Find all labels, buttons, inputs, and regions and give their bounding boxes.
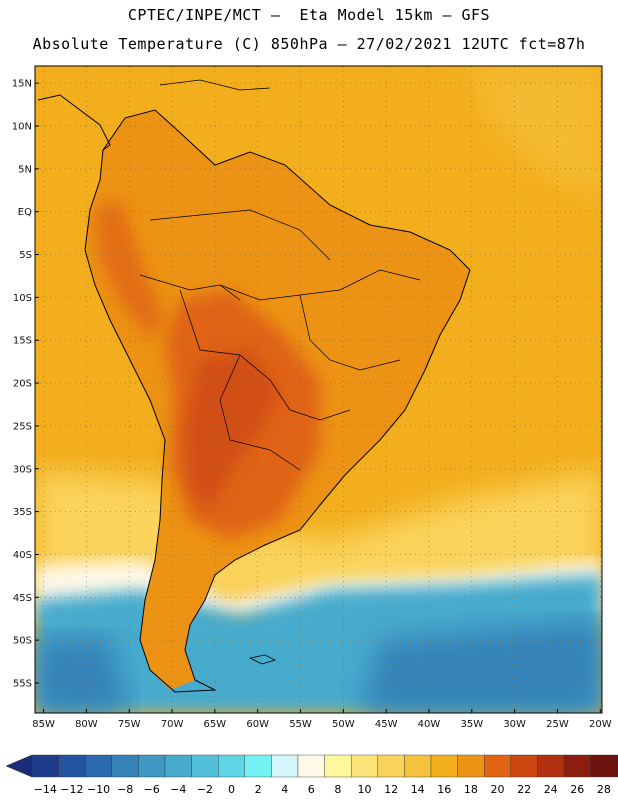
colorbar-swatch: [377, 754, 405, 778]
lon-label: 85W: [32, 719, 55, 730]
colorbar-label: −10: [87, 783, 110, 796]
lon-label: 30W: [503, 719, 526, 730]
lon-label: 40W: [418, 719, 441, 730]
colorbar-label: 4: [281, 783, 288, 796]
lon-label: 65W: [204, 719, 227, 730]
colorbar-label: 14: [411, 783, 425, 796]
colorbar-swatch: [404, 754, 432, 778]
colorbar-swatch: [58, 754, 86, 778]
colorbar-swatch: [31, 754, 59, 778]
colorbar-label: 8: [334, 783, 341, 796]
colorbar-label: 20: [491, 783, 505, 796]
lat-label: 30S: [13, 464, 32, 475]
plot-frame: [34, 65, 603, 714]
lat-label: 5N: [18, 164, 32, 175]
lat-label: 10N: [12, 121, 32, 132]
colorbar: −14 −12 −10 −8 −6 −4 −2 0 2 4 6 8 10 12 14 16 18 20 22 24 26…: [5, 754, 618, 796]
south-america-coastline: [84, 109, 471, 693]
deep-cold-east: [360, 620, 602, 713]
lon-label: 60W: [246, 719, 269, 730]
colorbar-label: 22: [517, 783, 531, 796]
colorbar-swatch: [324, 754, 352, 778]
lon-label: 45W: [375, 719, 398, 730]
colorbar-swatch: [164, 754, 192, 778]
colorbar-swatch: [111, 754, 139, 778]
colorbar-swatch: [191, 754, 219, 778]
lat-label: EQ: [18, 207, 32, 218]
colorbar-label: 28: [597, 783, 611, 796]
colorbar-label: 24: [544, 783, 558, 796]
colorbar-label: −4: [170, 783, 186, 796]
colorbar-swatch: [590, 754, 618, 778]
colorbar-swatch: [484, 754, 512, 778]
colorbar-label: 2: [255, 783, 262, 796]
colorbar-swatch: [138, 754, 166, 778]
colorbar-label: 10: [358, 783, 372, 796]
lon-label: 55W: [289, 719, 312, 730]
latitude-axis: 15N 10N 5N EQ 5S 10S 15S 20S 25S 30S 35S 40S 45S 50S 5…: [12, 79, 39, 690]
lat-label: 35S: [13, 507, 32, 518]
colorbar-label: 6: [308, 783, 315, 796]
lon-label: 35W: [461, 719, 484, 730]
colorbar-label: −6: [144, 783, 160, 796]
colorbar-swatch: [537, 754, 565, 778]
colorbar-label: −8: [117, 783, 133, 796]
lon-label: 75W: [118, 719, 141, 730]
colorbar-swatch: [297, 754, 325, 778]
colorbar-swatch: [510, 754, 538, 778]
chart-title: CPTEC/INPE/MCT – Eta Model 15km – GFS: [127, 6, 491, 24]
lat-label: 55S: [13, 679, 32, 690]
central-america-coastline: [37, 94, 111, 151]
colorbar-swatch: [351, 754, 379, 778]
lon-label: 80W: [75, 719, 98, 730]
colorbar-under-arrow: [5, 754, 33, 778]
lon-label: 20W: [589, 719, 612, 730]
colorbar-label: −12: [60, 783, 83, 796]
lon-label: 50W: [332, 719, 355, 730]
lat-label: 5S: [19, 250, 32, 261]
lat-label: 25S: [13, 421, 32, 432]
ne-atlantic-region: [470, 66, 602, 200]
colorbar-swatch: [430, 754, 458, 778]
deep-cold-west: [35, 635, 130, 713]
lon-label: 25W: [546, 719, 569, 730]
colorbar-swatch: [271, 754, 299, 778]
temperature-field: [35, 66, 602, 713]
colorbar-swatch: [563, 754, 591, 778]
lat-label: 45S: [13, 593, 32, 604]
colorbar-swatch: [457, 754, 485, 778]
lat-label: 40S: [13, 550, 32, 561]
colorbar-label: 26: [570, 783, 584, 796]
colorbar-label: 16: [437, 783, 451, 796]
country-borders: [139, 209, 421, 471]
colorbar-label: 12: [384, 783, 398, 796]
lat-label: 15N: [12, 79, 32, 90]
falkland-islands: [248, 654, 277, 665]
colorbar-swatch: [84, 754, 112, 778]
longitude-axis: 85W 80W 75W 70W 65W 60W 55W 50W 45W 40W 35W 30W 25W 2…: [32, 709, 612, 730]
colorbar-swatch: [217, 754, 245, 778]
colorbar-label: 0: [228, 783, 235, 796]
caribbean-islands: [159, 79, 271, 91]
colorbar-swatch: [244, 754, 272, 778]
chart-subtitle: Absolute Temperature (C) 850hPa – 27/02/…: [32, 35, 586, 53]
colorbar-label: 18: [464, 783, 478, 796]
colorbar-label: −2: [197, 783, 213, 796]
colorbar-label: −14: [34, 783, 57, 796]
lon-label: 70W: [161, 719, 184, 730]
lat-label: 15S: [13, 336, 32, 347]
andes-warm-ridge: [95, 200, 165, 340]
lat-label: 50S: [13, 636, 32, 647]
lat-label: 20S: [13, 379, 32, 390]
lat-label: 10S: [13, 293, 32, 304]
hottest-core: [185, 350, 280, 510]
